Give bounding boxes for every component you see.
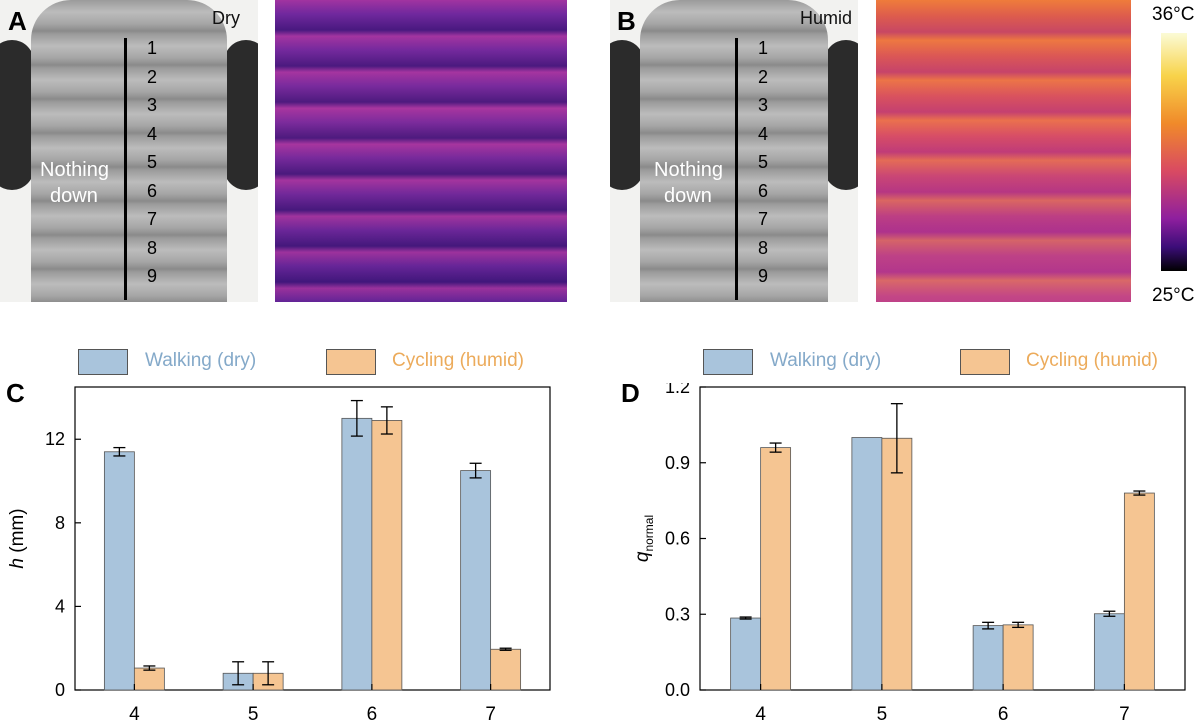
nothing-down-label-humid: Nothing down (654, 157, 723, 209)
x-tick-label: 5 (877, 704, 888, 723)
y-tick-label: 1.2 (665, 383, 690, 397)
colorbar-min-label: 25°C (1152, 285, 1195, 306)
x-tick-label: 7 (1119, 704, 1130, 723)
panel-letter-a-overlay: A (8, 6, 27, 36)
colorbar-max-label: 36°C (1152, 4, 1195, 25)
y-tick-label: 0 (55, 680, 65, 700)
segment-number: 5 (758, 152, 769, 172)
segment-number: 7 (147, 209, 158, 229)
segment-number: 7 (758, 209, 769, 229)
segment-number: 1 (758, 38, 769, 58)
panel-letter-b: B (617, 6, 636, 36)
segment-number: 8 (147, 237, 158, 258)
condition-label-humid: Humid (800, 8, 853, 28)
segment-number: 9 (147, 266, 158, 286)
y-axis-label-unit: (mm) (7, 508, 28, 558)
segment-number: 3 (147, 95, 158, 115)
legend-swatch-walking-c (78, 349, 128, 375)
legend-swatch-cycling-c (326, 349, 376, 375)
segment-number: 8 (758, 237, 769, 258)
vest-body (639, 0, 829, 302)
segment-number: 2 (758, 66, 769, 87)
y-tick-label: 0.3 (665, 604, 690, 624)
y-tick-label: 0.0 (665, 680, 690, 700)
x-tick-label: 6 (367, 704, 378, 723)
segment-number: 4 (758, 123, 769, 144)
legend-label-cycling-d: Cycling (humid) (1026, 350, 1158, 371)
down-text: down (664, 185, 712, 207)
thermal-image-dry (275, 0, 567, 302)
down-text: down (50, 185, 98, 207)
vest-photo-dry (0, 0, 258, 302)
bar (490, 648, 522, 691)
arm-right (824, 40, 858, 190)
bar (730, 617, 762, 691)
x-tick-label: 7 (485, 704, 496, 723)
y-axis-label: qnormal (632, 515, 656, 562)
segment-number: 6 (758, 180, 769, 201)
nothing-text: Nothing (40, 159, 109, 181)
arm-left (610, 40, 644, 190)
panel-letter-c: C (6, 378, 25, 408)
bar (1093, 613, 1125, 691)
segment-number: 4 (147, 123, 158, 144)
bar (881, 437, 913, 691)
panel-letter-d: D (621, 378, 640, 408)
nothing-text: Nothing (654, 159, 723, 181)
legend-label-cycling-c: Cycling (humid) (392, 350, 524, 371)
plot-frame (74, 386, 551, 691)
bar (133, 667, 165, 691)
segment-number: 5 (147, 152, 158, 172)
segment-number: 9 (758, 266, 769, 286)
bar (760, 447, 792, 691)
legend-swatch-cycling-d (960, 349, 1010, 375)
legend-swatch-walking-d (703, 349, 753, 375)
x-tick-label: 4 (755, 704, 766, 723)
arm-left (0, 40, 34, 190)
bar (371, 420, 403, 691)
y-axis-label: h (mm) (7, 508, 28, 568)
vest-body (30, 0, 228, 302)
y-tick-label: 0.9 (665, 453, 690, 473)
segment-number: 2 (147, 66, 158, 87)
bar (972, 625, 1004, 691)
vest-photo-humid (610, 0, 858, 302)
bar (1002, 624, 1034, 691)
colorbar (1161, 33, 1187, 271)
x-tick-label: 5 (248, 704, 259, 723)
y-axis-label-var: h (7, 558, 28, 569)
bar (1123, 492, 1155, 691)
segment-number: 6 (147, 180, 158, 201)
bar (460, 470, 492, 691)
ruler-line-humid (735, 38, 738, 300)
bar (103, 451, 135, 691)
legend-label-walking-d: Walking (dry) (770, 350, 882, 371)
y-axis-label-sub: normal (642, 515, 656, 552)
bar-chart-q-normal: 0.0 0.3 0.6 0.9 1.2 4 5 6 7 qnormal (632, 383, 1186, 723)
ruler-line-dry (124, 38, 127, 300)
x-tick-label: 6 (998, 704, 1009, 723)
segment-number: 3 (758, 95, 769, 115)
bar-chart-h: 0 4 8 12 4 5 6 7 h (mm) (7, 386, 551, 723)
y-tick-label: 4 (55, 596, 65, 616)
y-tick-label: 12 (45, 429, 65, 449)
nothing-down-label-dry: Nothing down (40, 157, 109, 209)
bar (341, 417, 373, 691)
bar (851, 437, 883, 691)
arm-right (224, 40, 258, 190)
segment-number: 1 (147, 38, 158, 58)
legend-label-walking-c: Walking (dry) (145, 350, 257, 371)
thermal-image-humid (876, 0, 1131, 302)
y-axis-label-var: q (632, 551, 653, 562)
y-tick-label: 0.6 (665, 529, 690, 549)
x-tick-label: 4 (129, 704, 140, 723)
condition-label-dry: Dry (212, 8, 240, 28)
y-tick-label: 8 (55, 513, 65, 533)
